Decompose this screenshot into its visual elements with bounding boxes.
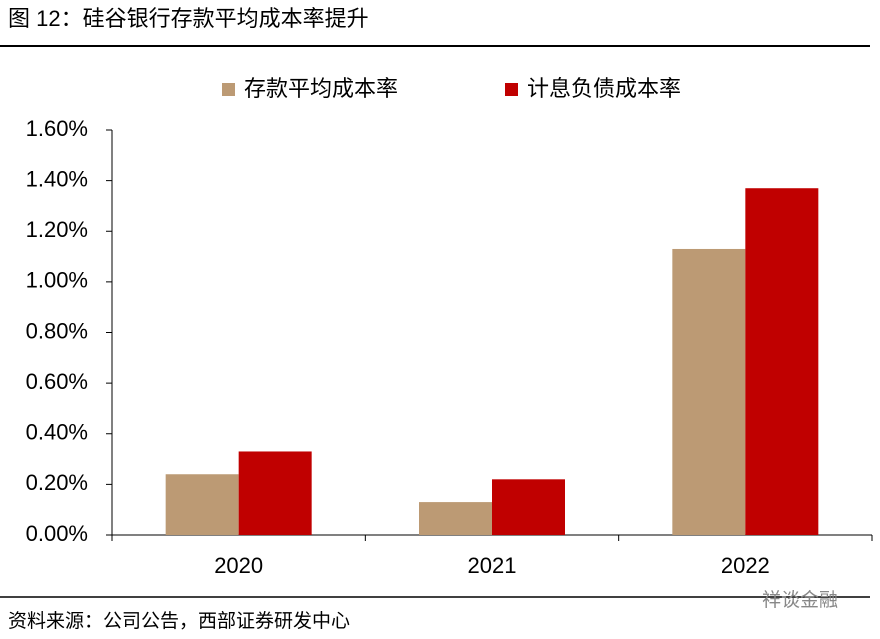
x-tick-label: 2021 (468, 553, 517, 578)
bar (492, 479, 565, 535)
bar (672, 248, 746, 535)
bar (238, 451, 312, 535)
y-tick-label: 0.60% (26, 369, 88, 394)
x-tick-label: 2022 (721, 553, 770, 578)
y-tick-label: 0.80% (26, 318, 88, 343)
chart-title: 图 12：硅谷银行存款平均成本率提升 (8, 6, 369, 31)
y-tick-label: 1.60% (26, 116, 88, 141)
y-tick-label: 0.20% (26, 470, 88, 495)
bar (745, 188, 819, 535)
y-tick-label: 1.00% (26, 268, 88, 293)
y-tick-label: 0.00% (26, 521, 88, 546)
y-tick-label: 1.20% (26, 217, 88, 242)
legend-label: 存款平均成本率 (244, 76, 398, 101)
watermark: 祥谈金融 (762, 589, 838, 611)
y-tick-label: 0.40% (26, 420, 88, 445)
x-tick-label: 2020 (214, 553, 263, 578)
y-tick-label: 1.40% (26, 166, 88, 191)
legend-swatch (505, 83, 518, 96)
bar (165, 474, 239, 535)
legend-label: 计息负债成本率 (527, 76, 681, 101)
legend-swatch (222, 83, 235, 96)
bar (419, 502, 492, 535)
source-note: 资料来源：公司公告，西部证券研发中心 (8, 610, 350, 632)
